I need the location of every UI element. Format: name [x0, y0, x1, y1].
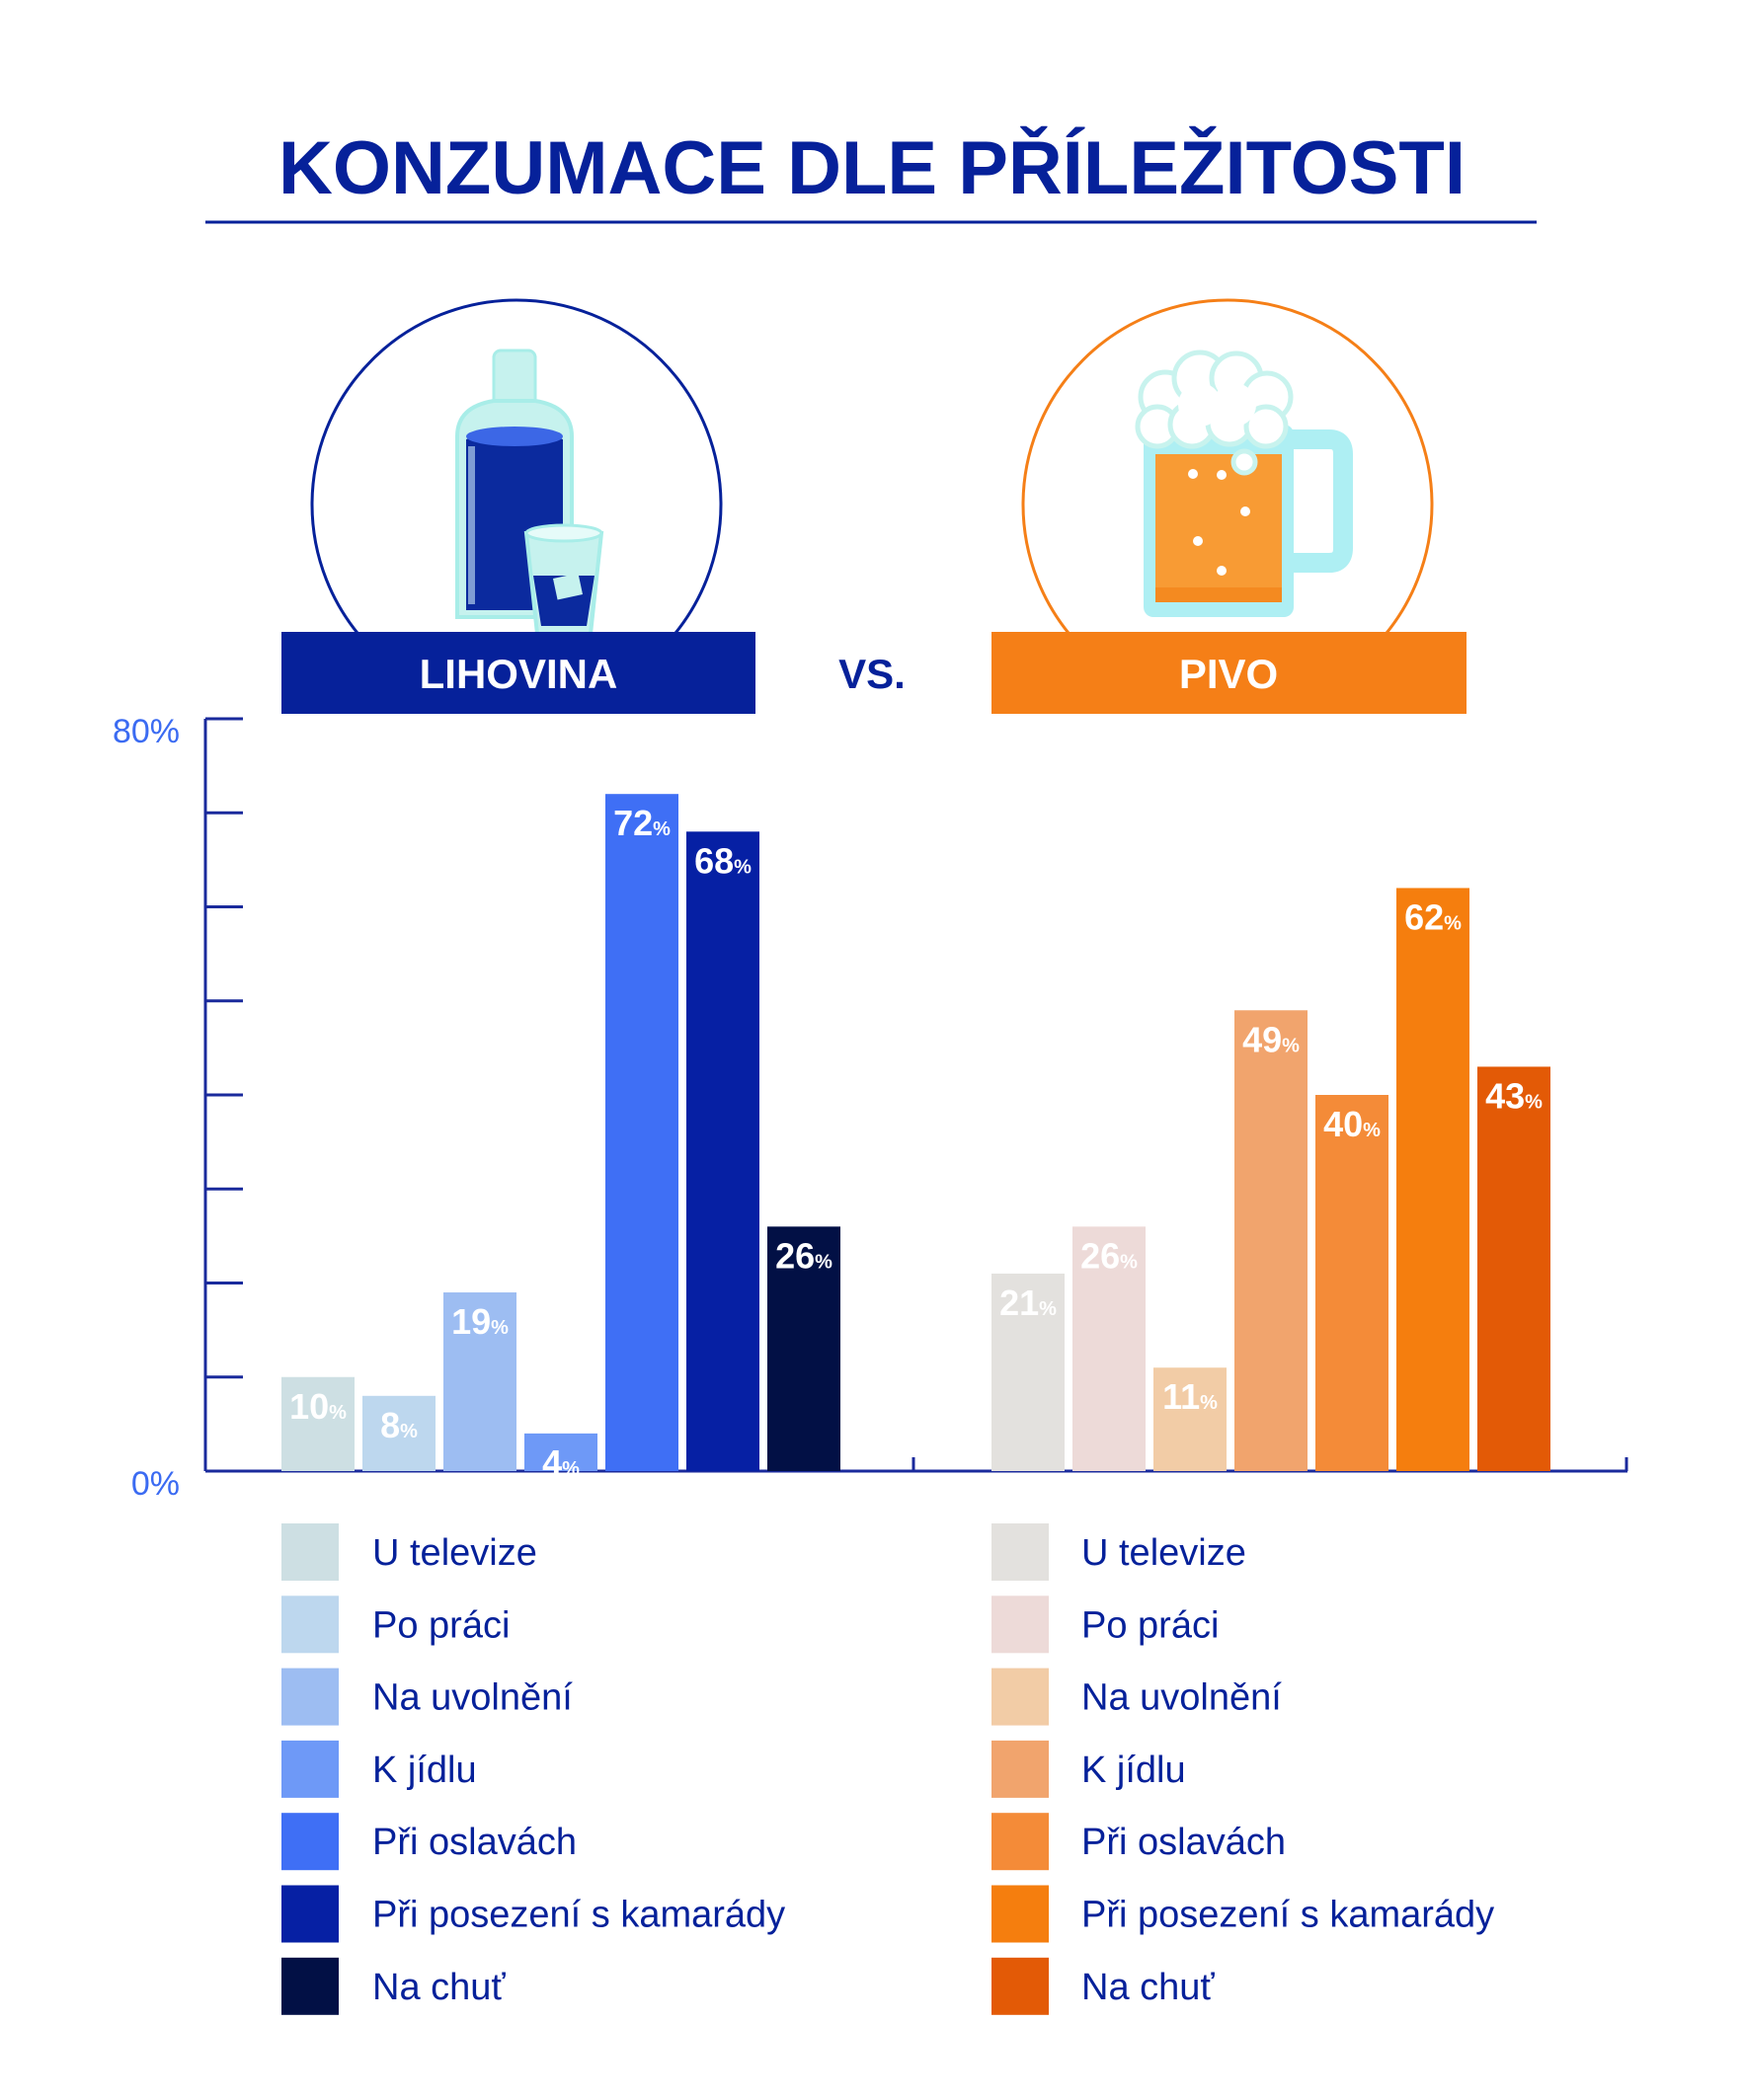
- bar-lihovina-5: [605, 794, 678, 1471]
- legend-label-pivo-4: K jídlu: [1081, 1750, 1186, 1791]
- bar-pivo-3: [1153, 1367, 1227, 1471]
- legend-label-pivo-6: Při posezení s kamarády: [1081, 1895, 1494, 1936]
- legend-swatch-lihovina-7: [281, 1957, 339, 2015]
- legend-label-pivo-1: U televize: [1081, 1532, 1246, 1574]
- data-label-lihovina-7: 26%: [775, 1235, 832, 1276]
- data-label-pivo-5: 40%: [1323, 1104, 1381, 1144]
- bar-lihovina-7: [767, 1226, 840, 1471]
- legend-label-lihovina-3: Na uvolnění: [372, 1677, 573, 1719]
- data-label-pivo-3: 11%: [1162, 1376, 1218, 1417]
- bar-lihovina-4: [524, 1433, 597, 1471]
- data-label-lihovina-3: 19%: [451, 1301, 509, 1342]
- x-axis: [205, 1457, 1628, 1473]
- legend-swatch-pivo-7: [991, 1957, 1049, 2015]
- legend-label-lihovina-6: Při posezení s kamarády: [372, 1895, 785, 1936]
- data-label-lihovina-1: 10%: [289, 1386, 347, 1427]
- legend-swatch-lihovina-1: [281, 1523, 339, 1581]
- bars-layer: 10% 8% 19% 4% 72% 68% 26% 21% 26% 11% 49% 40% 62% 43%: [281, 794, 1550, 1483]
- legend-swatch-pivo-1: [991, 1523, 1049, 1581]
- legend-label-pivo-2: Po práci: [1081, 1604, 1219, 1646]
- data-label-lihovina-5: 72%: [613, 803, 671, 843]
- bar-lihovina-1: [281, 1376, 355, 1471]
- legend-swatch-pivo-5: [991, 1813, 1049, 1871]
- legend-swatch-pivo-4: [991, 1740, 1049, 1798]
- liquor-bottle-and-glass-icon: [310, 298, 723, 636]
- legend-swatch-pivo-6: [991, 1885, 1049, 1943]
- legend-swatch-lihovina-3: [281, 1668, 339, 1726]
- bar-pivo-7: [1477, 1066, 1550, 1471]
- legend-label-pivo-5: Při oslavách: [1081, 1822, 1286, 1863]
- legend-label-lihovina-4: K jídlu: [372, 1750, 477, 1791]
- legend-layer: U televize Po práci Na uvolnění K jídlu Při …: [281, 1523, 1494, 2015]
- vs-label: VS.: [838, 651, 906, 697]
- bar-pivo-6: [1396, 888, 1469, 1471]
- data-label-pivo-1: 21%: [999, 1283, 1057, 1323]
- legend-label-pivo-3: Na uvolnění: [1081, 1677, 1282, 1719]
- data-label-lihovina-4: 4%: [542, 1442, 580, 1483]
- legend-swatch-pivo-3: [991, 1668, 1049, 1726]
- bar-lihovina-6: [686, 831, 759, 1471]
- bar-pivo-1: [991, 1273, 1065, 1471]
- bar-pivo-4: [1234, 1010, 1308, 1471]
- data-label-pivo-7: 43%: [1485, 1075, 1543, 1116]
- legend-label-pivo-7: Na chuť: [1081, 1967, 1215, 2008]
- lihovina-header: [281, 632, 755, 714]
- data-label-lihovina-6: 68%: [694, 840, 752, 881]
- legend-label-lihovina-5: Při oslavách: [372, 1822, 577, 1863]
- bar-pivo-2: [1072, 1226, 1146, 1471]
- legend-swatch-lihovina-4: [281, 1740, 339, 1798]
- beer-mug-icon: [1021, 298, 1434, 632]
- page-title: KONZUMACE DLE PŘÍLEŽITOSTI: [278, 125, 1466, 210]
- legend-label-lihovina-1: U televize: [372, 1532, 537, 1574]
- data-label-pivo-6: 62%: [1404, 896, 1462, 937]
- bar-pivo-5: [1315, 1095, 1388, 1471]
- data-label-pivo-2: 26%: [1080, 1235, 1138, 1276]
- data-label-pivo-4: 49%: [1242, 1019, 1300, 1059]
- legend-label-lihovina-2: Po práci: [372, 1604, 510, 1646]
- lihovina-header-label: LIHOVINA: [420, 651, 618, 697]
- y-tick-label-top: 80%: [113, 713, 180, 750]
- legend-swatch-lihovina-2: [281, 1595, 339, 1654]
- y-axis: 80% 0%: [113, 713, 243, 1503]
- data-label-lihovina-2: 8%: [380, 1405, 418, 1445]
- legend-label-lihovina-7: Na chuť: [372, 1967, 506, 2008]
- pivo-header: [991, 632, 1467, 714]
- legend-swatch-lihovina-6: [281, 1885, 339, 1943]
- bar-lihovina-3: [443, 1292, 516, 1471]
- pivo-header-label: PIVO: [1179, 651, 1278, 697]
- bar-lihovina-2: [362, 1395, 436, 1471]
- legend-swatch-pivo-2: [991, 1595, 1049, 1654]
- legend-swatch-lihovina-5: [281, 1813, 339, 1871]
- y-tick-label-bottom: 0%: [131, 1465, 180, 1503]
